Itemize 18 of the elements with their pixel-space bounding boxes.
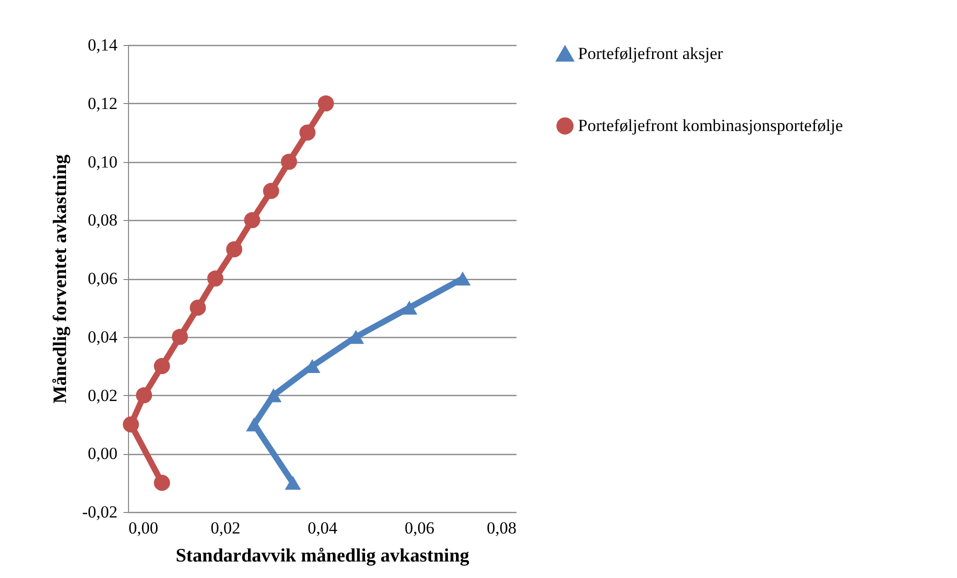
y-tick-label: 0,08 (88, 210, 118, 230)
x-tick-label: 0,08 (486, 518, 516, 538)
y-tick-label: 0,00 (88, 444, 118, 464)
y-axis-title: Månedlig forventet avkastning (50, 154, 72, 404)
y-tick-label: 0,10 (88, 152, 118, 172)
y-tick-label: 0,06 (88, 269, 118, 288)
x-tick-label: 0,00 (128, 518, 158, 538)
x-axis-title: Standardavvik månedlig avkastning (176, 546, 470, 566)
y-tick-label: 0,02 (88, 386, 118, 405)
x-tick-label: 0,02 (210, 518, 240, 538)
y-tick-label: 0,04 (88, 327, 118, 346)
y-tick-label: 0,12 (88, 94, 118, 113)
y-tick-label: 0,14 (88, 36, 118, 54)
x-tick-label: 0,06 (404, 518, 434, 538)
x-tick-label: 0,04 (308, 518, 338, 538)
y-tick-label: -0,02 (82, 502, 118, 522)
legend-label: Porteføljefront kombinasjonsportefølje (578, 116, 843, 135)
legend-label: Porteføljefront aksjer (578, 44, 724, 63)
